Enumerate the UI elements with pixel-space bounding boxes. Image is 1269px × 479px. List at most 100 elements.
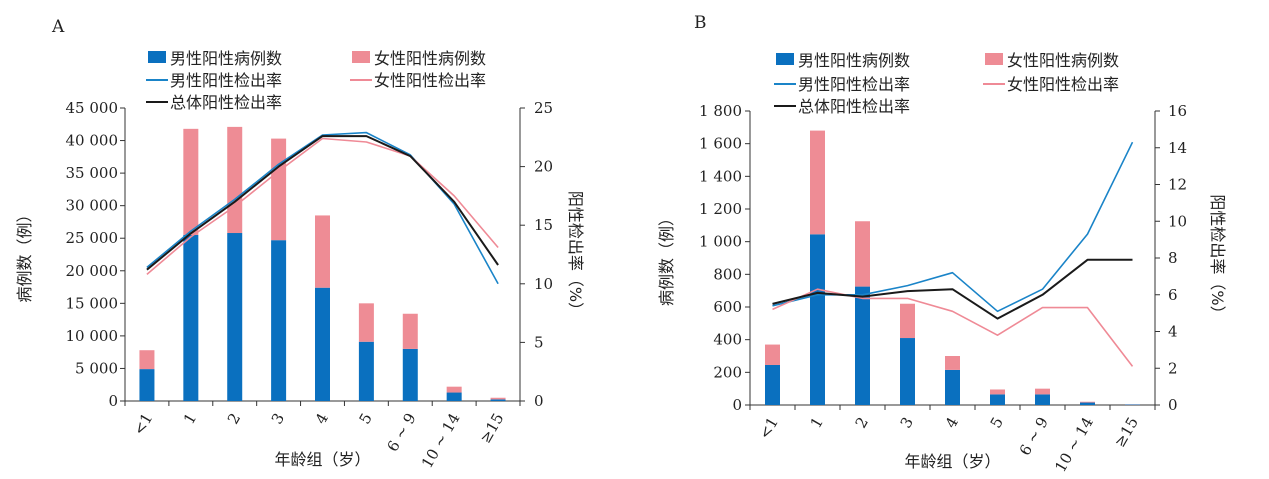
panel-a-bar-male: [315, 287, 330, 401]
panel-a-right-tick-label: 0: [534, 392, 544, 410]
panel-a-bar-male: [227, 233, 243, 401]
panel-a-category-label: 4: [312, 410, 332, 427]
panel-b-right-tick-label: 8: [1168, 249, 1178, 267]
panel-b-right-tick-label: 6: [1168, 286, 1178, 304]
panel-b-bar-male: [855, 286, 870, 405]
panel-a-category-label: 10 ~ 14: [418, 410, 464, 471]
panel-a-category-label: 3: [268, 410, 288, 427]
panel-a-legend-label-female_cases: 女性阳性病例数: [374, 49, 486, 68]
panel-a-left-axis-title: 病例数（例）: [15, 206, 34, 302]
panel-b-line-female-rate: [772, 288, 1134, 367]
panel-a-legend-label-total_rate: 总体阳性检出率: [170, 93, 282, 112]
panel-b-right-tick-label: 0: [1168, 396, 1178, 414]
panel-a-bar-female: [315, 215, 330, 288]
panel-b-bar-female: [1035, 388, 1050, 395]
panel-b-bar-male: [945, 369, 960, 405]
panel-b-left-tick-label: 1 000: [699, 233, 742, 251]
panel-b-left-tick-label: 200: [713, 363, 742, 381]
panel-b-right-tick-label: 12: [1168, 176, 1187, 194]
panel-a-bar-male: [183, 234, 199, 401]
panel-b-category-label: 6 ~ 9: [1016, 414, 1052, 459]
panel-a-legend-swatch-female_cases: [352, 51, 370, 63]
panel-b-x-axis-title: 年龄组（岁）: [904, 452, 1000, 471]
panel-a-bar-male: [446, 392, 462, 401]
panel-a-legend-label-male_cases: 男性阳性病例数: [170, 49, 282, 68]
panel-a-right-tick-label: 10: [534, 275, 553, 293]
panel-letter-a: A: [51, 17, 65, 37]
panel-b-bar-female: [810, 130, 825, 235]
panel-a-bar-male: [490, 399, 506, 401]
panel-a-right-tick-label: 20: [534, 158, 553, 176]
panel-b-left-tick-label: 1 200: [699, 200, 742, 218]
panel-a-category-label: 5: [355, 410, 375, 427]
panel-a-bar-female: [402, 313, 418, 349]
panel-a-bar-female: [183, 128, 199, 235]
panel-b-bar-male: [990, 394, 1005, 405]
panel-a-right-tick-label: 15: [534, 216, 553, 234]
panel-b-bar-female: [765, 344, 780, 365]
panel-a-right-tick-label: 5: [534, 333, 544, 351]
panel-a-bar-male: [358, 341, 374, 401]
panel-b-legend-label-male_rate: 男性阳性检出率: [798, 75, 910, 94]
panel-a-left-tick-label: 0: [108, 392, 118, 410]
panel-a-bar-male: [139, 369, 155, 401]
panel-a-left-tick-label: 15 000: [66, 294, 119, 312]
panel-b-category-label: 1: [807, 414, 827, 431]
panel-a-bar-female: [139, 350, 155, 370]
panel-b-left-axis-title: 病例数（例）: [657, 210, 676, 306]
panel-a-legend-label-male_rate: 男性阳性检出率: [170, 71, 282, 90]
panel-a-left-tick-label: 10 000: [66, 327, 119, 345]
panel-a-left-tick-label: 5 000: [75, 359, 118, 377]
panel-b-category-label: <1: [755, 414, 782, 442]
panel-b-category-label: 10 ~ 14: [1051, 414, 1097, 475]
panel-b-left-tick-label: 0: [732, 396, 742, 414]
panel-a-category-label: <1: [130, 410, 157, 438]
panel-b-category-label: 2: [852, 414, 872, 431]
panel-b-bar-female: [945, 356, 960, 370]
panel-a-left-tick-label: 25 000: [66, 229, 119, 247]
panel-b-left-tick-label: 400: [713, 331, 742, 349]
panel-b-right-tick-label: 10: [1168, 212, 1187, 230]
panel-b-bar-female: [900, 303, 915, 339]
panel-a-left-tick-label: 20 000: [66, 262, 119, 280]
panel-b-line-total-rate: [772, 258, 1133, 320]
panel-b-right-tick-label: 2: [1168, 359, 1178, 377]
panel-b-bar-female: [990, 389, 1005, 395]
panel-a-category-label: ≥15: [476, 410, 507, 446]
panel-a-category-label: 2: [224, 410, 244, 427]
panel-a-bar-female: [446, 386, 462, 393]
panel-a-line-total-rate: [146, 135, 499, 271]
panel-b-legend-label-male_cases: 男性阳性病例数: [798, 51, 910, 70]
panel-a-x-axis-title: 年龄组（岁）: [274, 450, 370, 469]
panel-b-bar-male: [900, 338, 915, 405]
panel-a-left-tick-label: 45 000: [66, 99, 119, 117]
panel-b-bar-female: [855, 221, 870, 287]
panel-a-bar-male: [402, 348, 418, 401]
panel-b-left-tick-label: 600: [713, 298, 742, 316]
panel-a-left-tick-label: 35 000: [66, 164, 119, 182]
panel-b-right-tick-label: 14: [1168, 139, 1187, 157]
panel-a-bar-female: [227, 126, 243, 234]
panel-b-bar-male: [1035, 394, 1050, 405]
panel-a-category-label: 1: [180, 410, 200, 427]
panel-b-chart: 0 200 400 600 800 1 000 1 200 1 400 1 600 1 800 0 2…: [657, 51, 1227, 475]
panel-a-legend-label-female_rate: 女性阳性检出率: [374, 71, 486, 90]
panel-a-bar-female: [490, 397, 506, 400]
panel-b-legend-label-female_rate: 女性阳性检出率: [1007, 75, 1119, 94]
panel-a-right-tick-label: 25: [534, 99, 553, 117]
panel-b-category-label: 3: [897, 414, 917, 431]
panel-b-left-tick-label: 800: [713, 265, 742, 283]
panel-b-line-male-rate: [772, 141, 1134, 313]
panel-letter-b: B: [694, 13, 707, 33]
panel-b-bar-male: [765, 364, 780, 405]
panel-a-bar-male: [271, 240, 287, 401]
panel-a-bar-female: [358, 303, 374, 342]
panel-b-bar-male: [1080, 402, 1095, 405]
panel-b-right-axis-title: 阳性检出率（%）: [1208, 194, 1227, 321]
panel-b-right-tick-label: 4: [1168, 323, 1178, 341]
panel-b-bar-male: [810, 234, 825, 405]
panel-a-left-tick-label: 30 000: [66, 197, 119, 215]
panel-a-category-label: 6 ~ 9: [384, 410, 420, 455]
panel-b-bar-female: [1080, 401, 1095, 403]
